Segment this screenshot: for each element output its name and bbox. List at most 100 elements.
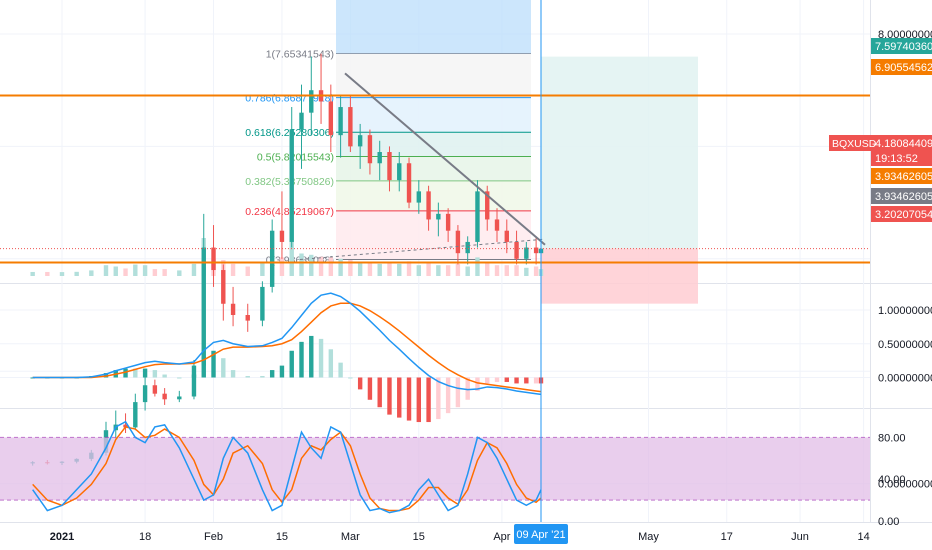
candle bbox=[269, 219, 275, 293]
volume-bar bbox=[387, 262, 392, 276]
macd-histogram-bar bbox=[533, 377, 539, 384]
volume-bar bbox=[328, 257, 334, 276]
candle bbox=[289, 107, 294, 248]
candle-body bbox=[445, 213, 451, 231]
volume-bar bbox=[177, 270, 182, 276]
volume-bar bbox=[465, 266, 470, 276]
macd-histogram-bar bbox=[445, 377, 451, 414]
volume-bar bbox=[260, 262, 265, 276]
time-axis: 2021 18 Feb 15 Mar 15 Apr May 17 Jun 14 09 Apr '21 bbox=[50, 524, 870, 544]
macd-line bbox=[32, 292, 542, 396]
candle bbox=[299, 84, 304, 169]
time-axis-tick: Apr bbox=[493, 531, 510, 543]
candle-body bbox=[230, 303, 236, 315]
fib-zone bbox=[336, 53, 531, 98]
candle bbox=[348, 95, 353, 153]
stoch-axis-tick: 80.00 bbox=[878, 432, 906, 444]
volume-bar bbox=[318, 256, 324, 276]
macd-histogram-bar bbox=[524, 377, 529, 384]
candle bbox=[426, 185, 431, 231]
price-tag-countdown: 19:13:52 bbox=[871, 150, 932, 166]
macd-signal-line bbox=[32, 302, 542, 393]
price-tag-label: 4.18084409 bbox=[875, 138, 932, 150]
macd-histogram-bar bbox=[504, 377, 509, 382]
volume-bar bbox=[436, 265, 441, 276]
price-tag-background bbox=[871, 150, 932, 166]
horizontal-lines bbox=[0, 94, 870, 264]
macd-histogram-bar bbox=[426, 377, 431, 423]
trendline bbox=[299, 72, 546, 261]
candle-body bbox=[299, 112, 304, 130]
volume-bar bbox=[59, 272, 65, 276]
symbol-tag: BQXUSD- bbox=[829, 135, 877, 151]
volume-bar bbox=[299, 253, 304, 276]
candle-body bbox=[269, 230, 275, 287]
price-axis-tick: 0.00000000 bbox=[878, 479, 932, 491]
volume-bar bbox=[357, 262, 363, 276]
candle-body bbox=[279, 230, 285, 242]
candle-body bbox=[162, 393, 167, 400]
volume-bar bbox=[245, 266, 250, 276]
macd-histogram-bar bbox=[230, 370, 236, 378]
volume-bar bbox=[397, 263, 402, 276]
candle-body bbox=[504, 230, 509, 242]
candle-body bbox=[406, 163, 412, 203]
time-axis-tick: Feb bbox=[204, 531, 223, 543]
candle bbox=[230, 286, 236, 327]
volume-bar bbox=[230, 263, 236, 276]
candle bbox=[455, 225, 461, 265]
stoch-axis-tick: 0.00 bbox=[878, 516, 899, 528]
fib-zone bbox=[336, 97, 531, 133]
stoch-axis-tick: 40.00 bbox=[878, 474, 906, 486]
volume-bar bbox=[289, 240, 294, 276]
dashed-support-line bbox=[299, 238, 546, 261]
macd-histogram-bar bbox=[201, 356, 206, 378]
time-axis-tick: 14 bbox=[857, 531, 869, 543]
macd-histogram-bar bbox=[387, 377, 392, 415]
volume-bar bbox=[89, 270, 94, 276]
price-tag-label: 3.20207054 bbox=[875, 209, 932, 221]
candle bbox=[338, 95, 343, 158]
time-axis-tick: 15 bbox=[276, 531, 288, 543]
candle-body bbox=[338, 107, 343, 136]
macd-histogram-bar bbox=[221, 358, 226, 378]
crosshair-date-background bbox=[514, 524, 568, 544]
candle-body bbox=[309, 90, 314, 113]
macd-histogram-bar bbox=[279, 365, 285, 378]
price-tag-label: 19:13:52 bbox=[875, 153, 918, 165]
candle-body bbox=[260, 286, 265, 321]
macd-histogram-bar bbox=[367, 377, 373, 400]
volume-bar bbox=[367, 262, 373, 276]
candle-body bbox=[416, 191, 422, 203]
time-axis-tick: 2021 bbox=[50, 531, 74, 543]
volume-bar bbox=[123, 268, 128, 276]
candle-body bbox=[142, 385, 148, 403]
volume-bar bbox=[45, 271, 50, 276]
volume-bar bbox=[191, 263, 197, 276]
macd-histogram-bar bbox=[338, 362, 343, 378]
macd-histogram-bar bbox=[260, 376, 265, 378]
price-tag-background bbox=[871, 59, 932, 75]
price-tag-orange-line-low: 3.93462605 bbox=[871, 168, 932, 184]
candle-body bbox=[426, 191, 431, 220]
crosshair-date-label: 09 Apr '21 bbox=[516, 529, 565, 541]
fib-zone bbox=[336, 132, 531, 157]
candle-body bbox=[455, 230, 461, 254]
macd-histogram-bar bbox=[455, 377, 461, 408]
loss-zone bbox=[541, 248, 698, 304]
macd-histogram-bar bbox=[177, 377, 182, 379]
candle bbox=[152, 379, 158, 397]
candle bbox=[377, 140, 382, 181]
stoch-d-line bbox=[32, 426, 542, 512]
price-tag-crosshair-price: 3.93462605 bbox=[871, 188, 932, 204]
candle bbox=[357, 123, 363, 169]
descending-trendline bbox=[344, 72, 546, 246]
candle-body bbox=[201, 247, 206, 366]
time-axis-tick: Jun bbox=[791, 531, 809, 543]
candle bbox=[123, 413, 128, 434]
volume-bar bbox=[416, 265, 422, 276]
candle bbox=[279, 191, 285, 259]
candle bbox=[133, 393, 138, 431]
